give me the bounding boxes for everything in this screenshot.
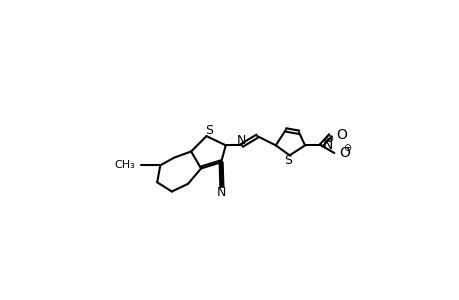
Text: N: N <box>322 138 332 152</box>
Text: O: O <box>335 128 346 142</box>
Text: O: O <box>339 146 350 160</box>
Text: CH₃: CH₃ <box>114 160 134 170</box>
Text: S: S <box>284 154 291 167</box>
Text: N: N <box>236 134 245 147</box>
Text: ⊕: ⊕ <box>324 134 332 144</box>
Text: S: S <box>204 124 213 137</box>
Text: N: N <box>217 186 226 199</box>
Text: ⊖: ⊖ <box>342 143 351 153</box>
